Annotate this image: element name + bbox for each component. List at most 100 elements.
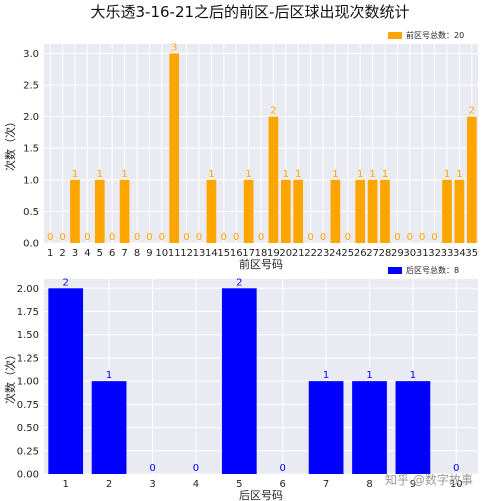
- front-data-label-18: 0: [258, 232, 264, 243]
- chart-title: 大乐透3-16-21之后的前区-后区球出现次数统计: [90, 3, 410, 21]
- back-data-label-7: 1: [323, 370, 329, 381]
- front-data-label-1: 0: [47, 232, 53, 243]
- front-data-label-4: 0: [84, 232, 90, 243]
- front-data-label-28: 1: [382, 169, 388, 180]
- front-data-label-15: 0: [221, 232, 227, 243]
- front-x-tick-label-26: 26: [354, 248, 367, 259]
- front-data-label-23: 0: [320, 232, 326, 243]
- front-data-label-27: 1: [369, 169, 375, 180]
- front-data-label-29: 0: [394, 232, 400, 243]
- front-legend-label: 前区号总数：20: [406, 30, 464, 40]
- front-bar-21: [293, 179, 304, 243]
- front-y-tick-label: 3.0: [23, 49, 39, 60]
- front-data-label-9: 0: [146, 232, 152, 243]
- front-bar-7: [119, 179, 130, 243]
- front-zone-chart: 0.00.51.01.52.02.53.00102130415061708090…: [3, 30, 478, 271]
- back-data-label-5: 2: [236, 277, 242, 288]
- front-data-label-7: 1: [121, 169, 127, 180]
- front-x-tick-label-9: 9: [146, 248, 152, 259]
- front-x-tick-label-6: 6: [109, 248, 115, 259]
- back-data-label-10: 0: [453, 463, 459, 474]
- back-y-tick-label: 1.00: [17, 377, 39, 388]
- back-data-label-8: 1: [366, 370, 372, 381]
- front-x-tick-label-21: 21: [292, 248, 305, 259]
- front-x-tick-label-20: 20: [279, 248, 292, 259]
- front-x-tick-label-30: 30: [403, 248, 416, 259]
- back-data-label-9: 1: [410, 370, 416, 381]
- front-data-label-16: 0: [233, 232, 239, 243]
- back-data-label-1: 2: [63, 277, 69, 288]
- front-data-label-35: 2: [469, 106, 475, 117]
- front-data-label-2: 0: [59, 232, 65, 243]
- front-data-label-33: 1: [444, 169, 450, 180]
- front-data-label-26: 1: [357, 169, 363, 180]
- back-y-tick-label: 1.75: [17, 307, 39, 318]
- back-y-tick-label: 1.25: [17, 353, 39, 364]
- back-y-tick-label: 0.50: [17, 423, 39, 434]
- front-data-label-13: 0: [196, 232, 202, 243]
- front-y-tick-label: 1.5: [23, 144, 39, 155]
- back-bar-8: [352, 381, 387, 474]
- front-data-label-11: 3: [171, 42, 177, 53]
- front-data-label-8: 0: [134, 232, 140, 243]
- back-x-tick-label-5: 5: [236, 479, 242, 490]
- back-legend: 后区号总数：8: [388, 265, 459, 275]
- front-x-tick-label-8: 8: [134, 248, 140, 259]
- back-y-tick-label: 0.00: [17, 470, 39, 481]
- front-data-label-12: 0: [183, 232, 189, 243]
- front-y-tick-label: 1.0: [23, 175, 39, 186]
- back-data-label-4: 0: [193, 463, 199, 474]
- front-bar-28: [380, 179, 390, 243]
- front-x-tick-label-27: 27: [366, 248, 379, 259]
- back-y-tick-label: 0.25: [17, 446, 39, 457]
- front-bar-17: [243, 179, 254, 243]
- front-bar-33: [442, 179, 452, 243]
- back-legend-label: 后区号总数：8: [406, 265, 459, 275]
- watermark-text: 知乎 @数字故事: [385, 473, 473, 487]
- front-y-tick-label: 2.5: [23, 81, 39, 92]
- front-data-label-25: 0: [345, 232, 351, 243]
- back-x-tick-label-8: 8: [366, 479, 372, 490]
- front-data-label-14: 1: [208, 169, 214, 180]
- back-zone-chart: 0.00 0.25 0.50 0.75 1.00 1.25 1.50 1.75 2.00 2 1 1 2…: [3, 265, 478, 501]
- back-bar-2: [91, 381, 127, 474]
- back-bar-9: [395, 381, 431, 474]
- front-x-tick-label-11: 11: [168, 248, 181, 259]
- front-bar-24: [330, 179, 341, 243]
- front-x-tick-label-29: 29: [391, 248, 404, 259]
- front-data-label-22: 0: [307, 232, 313, 243]
- front-bar-19: [268, 116, 279, 243]
- front-y-tick-label: 0.0: [23, 239, 39, 250]
- front-bar-14: [206, 179, 217, 243]
- front-bar-27: [367, 179, 378, 243]
- front-x-tick-label-35: 35: [465, 248, 478, 259]
- front-x-tick-label-12: 12: [180, 248, 193, 259]
- back-x-tick-label-6: 6: [280, 479, 286, 490]
- back-y-tick-label: 2.00: [17, 284, 39, 295]
- front-bar-26: [355, 179, 366, 243]
- front-x-tick-label-32: 32: [428, 248, 441, 259]
- back-bar-1: [48, 288, 84, 474]
- front-x-tick-label-10: 10: [155, 248, 168, 259]
- front-y-tick-label: 0.5: [23, 207, 39, 218]
- front-data-label-34: 1: [456, 169, 462, 180]
- front-x-tick-label-14: 14: [205, 248, 218, 259]
- front-data-label-32: 0: [431, 232, 437, 243]
- front-x-tick-label-4: 4: [84, 248, 90, 259]
- back-x-tick-label-4: 4: [193, 479, 199, 490]
- front-x-tick-label-3: 3: [72, 248, 78, 259]
- front-data-label-6: 0: [109, 232, 115, 243]
- back-x-tick-label-3: 3: [149, 479, 155, 490]
- front-x-tick-label-28: 28: [379, 248, 392, 259]
- back-x-tick-label-10: 10: [450, 479, 463, 490]
- front-x-tick-label-34: 34: [453, 248, 466, 259]
- front-data-label-24: 1: [332, 169, 338, 180]
- front-y-tick-label: 2.0: [23, 112, 39, 123]
- front-x-axis-label: 前区号码: [239, 257, 283, 271]
- front-bar-20: [280, 179, 291, 243]
- front-data-label-10: 0: [159, 232, 165, 243]
- front-data-label-21: 1: [295, 169, 301, 180]
- back-bar-7: [308, 381, 344, 474]
- front-bar-5: [94, 179, 105, 243]
